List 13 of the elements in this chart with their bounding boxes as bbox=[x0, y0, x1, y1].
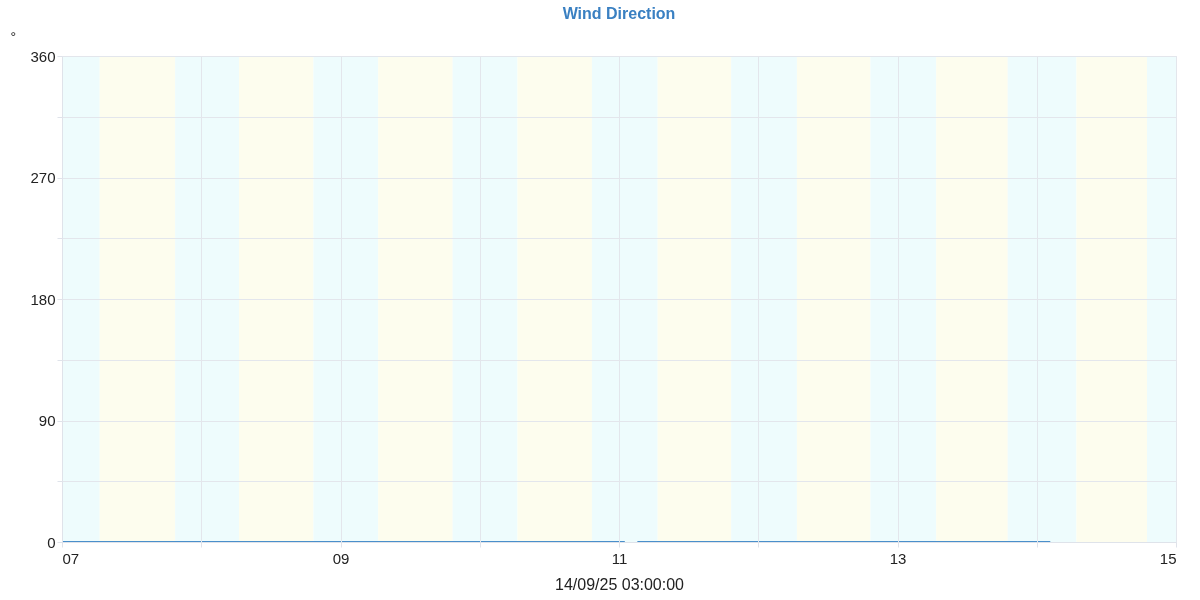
y-tick-label: 90 bbox=[38, 412, 56, 429]
x-tick-label: 15 bbox=[1159, 549, 1177, 567]
x-axis-title: 14/09/25 03:00:00 bbox=[554, 575, 685, 593]
y-tick-label: 270 bbox=[30, 169, 56, 186]
chart-title: Wind Direction bbox=[562, 5, 676, 22]
x-tick-label: 07 bbox=[62, 549, 80, 567]
y-tick-label: 360 bbox=[30, 47, 56, 65]
x-tick-label: 13 bbox=[889, 549, 907, 567]
y-tick-label: 0 bbox=[47, 533, 56, 551]
y-axis-title: ° bbox=[10, 28, 17, 45]
x-tick-label: 11 bbox=[611, 549, 628, 567]
y-tick-label: 180 bbox=[30, 290, 56, 308]
x-tick-label: 09 bbox=[332, 549, 350, 567]
